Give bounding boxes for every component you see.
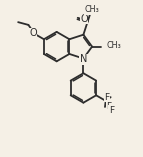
Text: N: N	[80, 54, 87, 64]
Text: O: O	[80, 14, 88, 24]
Text: CH₃: CH₃	[84, 5, 99, 14]
Text: CH₃: CH₃	[106, 41, 121, 50]
Text: F: F	[104, 93, 109, 102]
Text: O: O	[29, 28, 37, 38]
Text: F: F	[109, 106, 114, 115]
Text: F: F	[106, 103, 112, 111]
